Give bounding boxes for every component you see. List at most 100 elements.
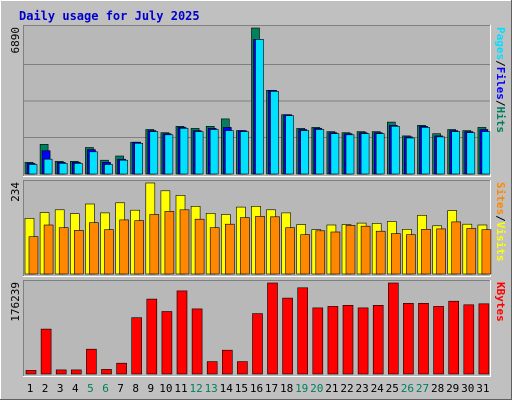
kbytes-bar-day-18: [282, 297, 293, 375]
legend-panel-1: Pages/Files/Hits: [494, 27, 507, 133]
sites-bar-day-6: [104, 229, 114, 275]
x-axis-day-labels: 1 2 3 4 5 6 7 8 9 10 11 12 13 14 15 16 17 18 19 20 21 22 23 24 2…: [27, 382, 490, 395]
sites-bar-day-16: [255, 216, 265, 275]
sites-bar-day-19: [300, 234, 311, 275]
pages-bar-day-12: [194, 131, 204, 175]
sites-bar-day-22: [345, 225, 356, 275]
pages-bar-day-7: [119, 159, 128, 175]
x-tick-label-day-21: 21: [325, 382, 338, 395]
sites-bar-day-17: [270, 216, 280, 275]
x-tick-label-day-22: 22: [340, 382, 353, 395]
x-tick-label-day-10: 10: [159, 382, 172, 395]
kbytes-bar-day-20: [312, 307, 324, 375]
pages-bar-day-25: [390, 126, 400, 175]
sites-bar-day-24: [375, 230, 386, 275]
legend-panel-3: KBytes: [494, 282, 507, 322]
x-tick-label-day-31: 31: [476, 382, 489, 395]
sites-bar-day-2: [43, 224, 54, 275]
x-tick-label-day-17: 17: [265, 382, 278, 395]
kbytes-bar-day-26: [403, 302, 414, 375]
x-tick-label-day-14: 14: [220, 382, 234, 395]
sites-bar-day-26: [406, 234, 416, 275]
sites-bar-day-9: [149, 214, 160, 275]
legend-entry: /: [494, 60, 507, 67]
kbytes-bar-day-21: [327, 306, 339, 375]
panel-3: 176239 KBytes: [9, 280, 507, 377]
sites-bar-day-27: [421, 229, 431, 275]
kbytes-bar-day-8: [131, 317, 142, 375]
kbytes-bar-day-1: [25, 370, 37, 375]
sites-bar-day-18: [285, 227, 295, 275]
x-tick-label-day-29: 29: [446, 382, 459, 395]
sites-bar-day-12: [194, 218, 205, 275]
pages-bar-day-10: [164, 134, 174, 175]
pages-bar-day-17: [270, 91, 279, 175]
kbytes-bar-day-17: [267, 282, 278, 375]
x-tick-label-day-23: 23: [355, 382, 368, 395]
chart-title: Daily usage for July 2025: [19, 9, 200, 23]
sites-bar-day-3: [58, 227, 69, 275]
pages-bar-day-22: [345, 134, 355, 175]
x-tick-label-day-27: 27: [416, 382, 429, 395]
x-tick-label-day-12: 12: [189, 382, 202, 395]
x-tick-label-day-16: 16: [250, 382, 263, 395]
pages-bar-day-15: [240, 131, 249, 175]
kbytes-bar-day-10: [161, 311, 173, 375]
kbytes-bar-day-29: [448, 300, 460, 375]
legend-entry: /: [494, 100, 507, 107]
y-axis-max-label: 234: [9, 182, 22, 202]
kbytes-bar-day-4: [71, 369, 82, 375]
x-tick-label-day-9: 9: [147, 382, 154, 395]
kbytes-bar-day-14: [222, 349, 233, 375]
sites-bar-day-10: [164, 211, 175, 275]
sites-bar-day-23: [360, 225, 371, 275]
kbytes-bar-day-5: [86, 348, 97, 375]
pages-bar-day-14: [225, 130, 234, 175]
pages-bar-day-18: [285, 115, 294, 175]
x-tick-label-day-26: 26: [401, 382, 414, 395]
x-tick-label-day-20: 20: [310, 382, 323, 395]
pages-bar-day-2: [43, 158, 53, 175]
legend-entry: Visits: [494, 222, 507, 262]
kbytes-bar-day-2: [40, 328, 52, 375]
pages-bar-day-23: [360, 133, 370, 175]
legend-entry: Files: [494, 67, 507, 100]
x-tick-label-day-4: 4: [72, 382, 79, 395]
sites-bar-day-8: [134, 220, 144, 275]
pages-bar-day-24: [375, 133, 385, 175]
kbytes-bar-day-16: [252, 313, 263, 375]
x-tick-label-day-25: 25: [386, 382, 399, 395]
pages-bar-day-19: [300, 130, 310, 175]
x-tick-label-day-8: 8: [132, 382, 139, 395]
pages-bar-day-4: [74, 163, 83, 175]
legend-entry: Hits: [494, 107, 507, 134]
pages-bar-day-27: [421, 127, 430, 175]
sites-bar-day-14: [225, 223, 235, 275]
x-tick-label-day-13: 13: [205, 382, 218, 395]
y-axis-max-label: 176239: [9, 282, 22, 322]
legend-entry: /: [494, 215, 507, 222]
x-tick-label-day-18: 18: [280, 382, 293, 395]
kbytes-bar-day-28: [433, 306, 444, 375]
sites-bar-day-4: [74, 230, 84, 275]
sites-bar-day-15: [240, 217, 250, 275]
kbytes-bar-day-6: [101, 369, 112, 375]
x-tick-label-day-1: 1: [27, 382, 34, 395]
pages-bar-day-29: [451, 131, 461, 175]
x-tick-label-day-11: 11: [174, 382, 187, 395]
x-tick-label-day-15: 15: [235, 382, 248, 395]
kbytes-bar-day-24: [372, 304, 384, 375]
x-tick-label-day-19: 19: [295, 382, 308, 395]
sites-bar-day-13: [209, 227, 220, 275]
sites-bar-day-1: [28, 236, 39, 275]
sites-bar-day-11: [179, 209, 190, 275]
sites-bar-day-30: [466, 228, 477, 275]
kbytes-bar-day-12: [191, 308, 203, 375]
pages-bar-day-6: [104, 164, 113, 175]
kbytes-bar-day-30: [463, 304, 475, 375]
pages-bar-day-5: [89, 151, 98, 175]
sites-bar-day-7: [119, 219, 129, 275]
sites-bar-day-31: [481, 229, 492, 275]
